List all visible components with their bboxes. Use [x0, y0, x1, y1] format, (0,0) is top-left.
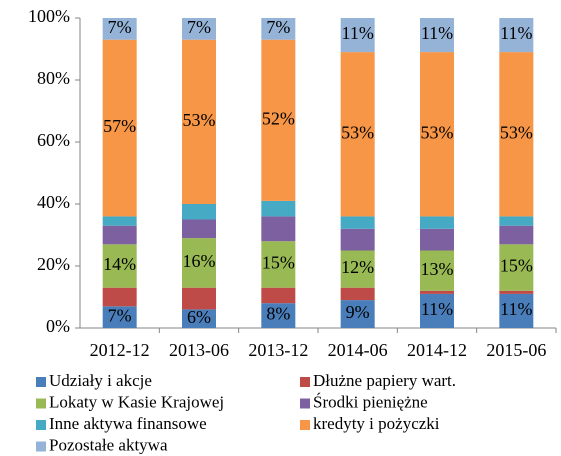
bar-segment	[420, 250, 454, 291]
data-label: 7%	[187, 17, 211, 37]
bar-segment	[340, 287, 375, 301]
data-label: 52%	[262, 108, 295, 128]
bar-segment	[261, 287, 296, 304]
data-label: 15%	[262, 253, 295, 273]
legend-swatch	[36, 420, 46, 430]
data-label: 6%	[187, 307, 211, 327]
data-label: 16%	[183, 251, 216, 271]
bar-segment	[261, 241, 296, 288]
bar-segment	[340, 300, 375, 328]
x-tick-label: 2014-06	[328, 340, 388, 360]
bar-segment	[182, 287, 216, 310]
x-tick-label: 2012-12	[90, 340, 150, 360]
bar-segment	[102, 216, 137, 226]
data-label: 11%	[421, 23, 453, 43]
legend-label: Środki pieniężne	[313, 392, 428, 411]
data-label: 15%	[500, 256, 533, 276]
bar-segment	[182, 309, 216, 328]
data-label: 7%	[108, 305, 132, 325]
bar-segment	[102, 18, 137, 40]
bar-segment	[182, 204, 216, 220]
data-label: 11%	[500, 23, 532, 43]
legend-swatch	[300, 377, 310, 387]
x-tick-label: 2015-06	[486, 340, 546, 360]
bar-segment	[499, 290, 534, 294]
bar-segment	[102, 244, 137, 288]
bar-segment	[340, 250, 375, 288]
bar-segment	[420, 216, 454, 229]
data-label: 7%	[266, 17, 290, 37]
bar-segment	[340, 52, 375, 217]
bar-segment	[261, 216, 296, 242]
bar-segment	[499, 293, 534, 328]
legend-label: kredyty i pożyczki	[313, 414, 440, 433]
bar-segment	[102, 225, 137, 245]
bar-segment	[261, 18, 296, 40]
data-label: 11%	[500, 299, 532, 319]
data-label: 13%	[421, 259, 454, 279]
data-label: 12%	[341, 257, 374, 277]
bar-segment	[499, 225, 534, 245]
legend-label: Lokaty w Kasie Krajowej	[49, 392, 224, 411]
data-label: 8%	[266, 304, 290, 324]
bar-segment	[499, 216, 534, 226]
data-label: 11%	[342, 23, 374, 43]
data-label: 53%	[341, 122, 374, 142]
x-tick-label: 2014-12	[407, 340, 467, 360]
y-tick-label: 40%	[37, 192, 70, 212]
bar-segment	[420, 52, 454, 217]
x-tick-label: 2013-06	[169, 340, 229, 360]
bar-segment	[182, 219, 216, 239]
bar-segment	[102, 287, 137, 307]
data-label: 14%	[103, 254, 136, 274]
legend-label: Pozostałe aktywa	[49, 435, 168, 454]
bar-segment	[420, 290, 454, 294]
bar-segment	[499, 18, 534, 53]
bar-segment	[420, 228, 454, 251]
bar-segment	[340, 228, 375, 251]
bar-segment	[499, 52, 534, 217]
legend-swatch	[36, 398, 46, 409]
legend-swatch	[300, 420, 310, 430]
bar-segment	[340, 216, 375, 229]
bar-segment	[102, 39, 137, 217]
bar-segment	[182, 238, 216, 288]
data-label: 57%	[103, 116, 136, 136]
data-label: 11%	[421, 299, 453, 319]
bar-segment	[182, 39, 216, 205]
bar-segment	[499, 244, 534, 291]
legend-label: Udziały i akcje	[49, 371, 152, 390]
data-label: 53%	[500, 122, 533, 142]
data-label: 7%	[108, 17, 132, 37]
y-tick-label: 20%	[37, 254, 70, 274]
data-label: 53%	[183, 110, 216, 130]
bar-segment	[261, 200, 296, 217]
bar-segment	[420, 18, 454, 53]
data-label: 9%	[346, 302, 370, 322]
y-tick-label: 100%	[28, 6, 70, 26]
y-tick-label: 60%	[37, 130, 70, 150]
bar-segment	[420, 293, 454, 328]
bar-segment	[182, 18, 216, 40]
y-tick-label: 80%	[37, 68, 70, 88]
legend-swatch	[300, 398, 310, 409]
legend-swatch	[36, 441, 46, 452]
bar-segment	[261, 303, 296, 328]
bar-segment	[102, 306, 137, 328]
y-tick-label: 0%	[46, 316, 70, 336]
legend-label: Dłużne papiery wart.	[313, 371, 456, 390]
bar-segment	[261, 39, 296, 201]
x-tick-label: 2013-12	[248, 340, 308, 360]
legend-swatch	[36, 377, 46, 387]
legend-label: Inne aktywa finansowe	[49, 414, 207, 433]
bar-segment	[340, 18, 375, 53]
data-label: 53%	[421, 122, 454, 142]
